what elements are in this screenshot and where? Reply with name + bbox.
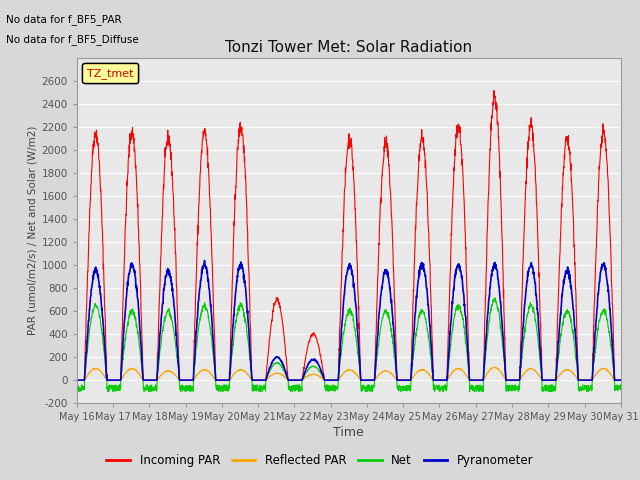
Line: Incoming PAR: Incoming PAR: [77, 91, 621, 380]
Net: [365, 383, 372, 389]
Pyranometer: [584, 377, 592, 383]
Text: No data for f_BF5_PAR: No data for f_BF5_PAR: [6, 14, 122, 25]
X-axis label: Time: Time: [333, 426, 364, 439]
Net: [479, 389, 487, 395]
Y-axis label: PAR (umol/m2/s) / Net and Solar (W/m2): PAR (umol/m2/s) / Net and Solar (W/m2): [28, 126, 37, 335]
Line: Reflected PAR: Reflected PAR: [77, 367, 621, 380]
Incoming PAR: [507, 377, 515, 383]
Pyranometer: [201, 258, 209, 264]
Legend: TZ_tmet: TZ_tmet: [83, 63, 138, 83]
Net: [570, 327, 577, 333]
Reflected PAR: [73, 377, 81, 383]
Incoming PAR: [569, 211, 577, 217]
Incoming PAR: [584, 377, 592, 383]
Pyranometer: [617, 377, 625, 383]
Net: [584, 389, 592, 395]
Incoming PAR: [225, 377, 232, 383]
Pyranometer: [507, 377, 515, 383]
Line: Pyranometer: Pyranometer: [77, 261, 621, 380]
Pyranometer: [73, 377, 81, 383]
Net: [508, 384, 515, 390]
Incoming PAR: [376, 207, 384, 213]
Net: [225, 386, 232, 392]
Net: [492, 295, 499, 301]
Line: Net: Net: [77, 298, 621, 392]
Reflected PAR: [507, 377, 515, 383]
Text: No data for f_BF5_Diffuse: No data for f_BF5_Diffuse: [6, 34, 139, 45]
Incoming PAR: [490, 88, 498, 94]
Reflected PAR: [365, 377, 372, 383]
Title: Tonzi Tower Met: Solar Radiation: Tonzi Tower Met: Solar Radiation: [225, 40, 472, 55]
Incoming PAR: [617, 377, 625, 383]
Incoming PAR: [73, 377, 81, 383]
Pyranometer: [376, 296, 384, 302]
Reflected PAR: [584, 377, 592, 383]
Reflected PAR: [225, 377, 232, 383]
Net: [617, 382, 625, 388]
Pyranometer: [225, 377, 232, 383]
Reflected PAR: [490, 364, 498, 370]
Reflected PAR: [617, 377, 625, 383]
Reflected PAR: [376, 371, 384, 377]
Net: [376, 330, 384, 336]
Incoming PAR: [365, 377, 372, 383]
Legend: Incoming PAR, Reflected PAR, Net, Pyranometer: Incoming PAR, Reflected PAR, Net, Pyrano…: [102, 449, 538, 472]
Pyranometer: [569, 302, 577, 308]
Pyranometer: [365, 377, 372, 383]
Net: [73, 388, 81, 394]
Reflected PAR: [569, 370, 577, 376]
